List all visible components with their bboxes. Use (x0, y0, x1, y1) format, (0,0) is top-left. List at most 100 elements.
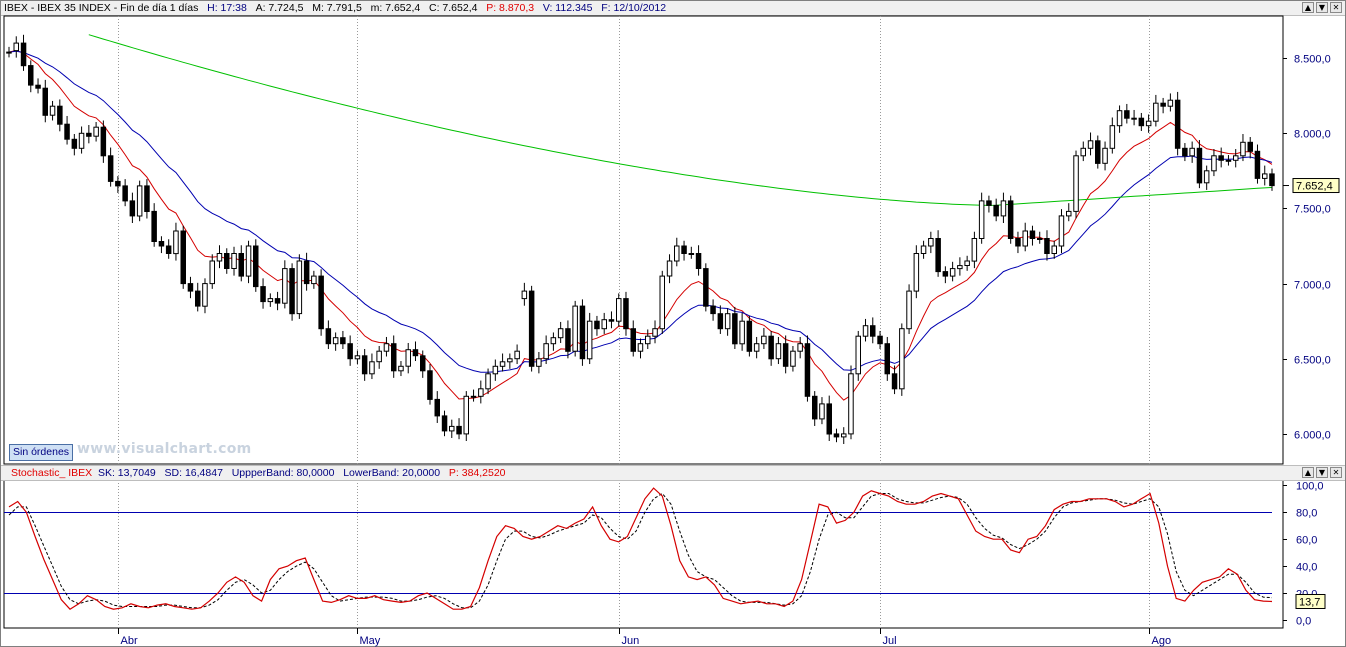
month-label: Jul (883, 635, 897, 647)
upper-band-label: UppperBand: 80,0000 (231, 467, 335, 479)
candle-body (71, 138, 78, 149)
indicator-scroll-up-button[interactable]: ▲ (1302, 467, 1314, 478)
candle-body (470, 395, 477, 398)
candle-body (282, 268, 288, 304)
candle-body (862, 325, 869, 337)
candle-body (485, 373, 491, 390)
candle (855, 330, 861, 381)
candle-body (456, 425, 462, 435)
candle (216, 245, 223, 269)
candle-body (666, 260, 673, 277)
candle-body (1203, 170, 1210, 184)
scroll-down-button[interactable]: ▼ (1316, 2, 1328, 13)
candle (136, 180, 143, 222)
candle (57, 99, 63, 132)
candle-body (826, 403, 832, 435)
candle (826, 395, 832, 441)
candle (1080, 141, 1086, 162)
candle-body (325, 328, 332, 345)
candle (93, 121, 99, 142)
candle-body (260, 286, 266, 303)
price-tick-label: 6.500,0 (1294, 355, 1331, 367)
candle-body (115, 180, 121, 187)
candle-body (1189, 147, 1195, 157)
candle-body (303, 260, 310, 285)
candle (877, 330, 883, 349)
candle (717, 305, 724, 334)
candle (260, 278, 266, 309)
candle (115, 176, 121, 193)
scroll-up-button[interactable]: ▲ (1302, 2, 1314, 13)
candle (964, 255, 970, 271)
candle (804, 335, 811, 402)
candle (645, 329, 651, 349)
price-header-bar: IBEX - IBEX 35 INDEX - Fin de día 1 días… (1, 1, 1345, 16)
candle (848, 365, 854, 440)
candle (129, 192, 136, 224)
candle (920, 240, 927, 259)
candle (282, 260, 288, 309)
indicator-close-button[interactable]: ✕ (1330, 467, 1342, 478)
candle-body (1124, 110, 1130, 119)
candle-body (1247, 141, 1253, 152)
candle (949, 261, 956, 282)
candle (870, 317, 876, 344)
candles (6, 34, 1275, 445)
candle (332, 332, 339, 351)
candle-body (35, 84, 41, 89)
candle (347, 335, 353, 366)
candle (812, 391, 818, 426)
low-label: m: 7.652,4 (370, 2, 421, 14)
stochastic-panel: 100,080,060,040,020,00,013,7 (4, 480, 1326, 628)
candle-body (398, 365, 404, 372)
candle (231, 246, 237, 276)
ma-mid-line (8, 50, 1273, 373)
candle-body (514, 350, 520, 360)
candle-body (637, 343, 644, 352)
candle (790, 345, 796, 372)
candle-body (1000, 200, 1007, 217)
candle (1174, 91, 1181, 156)
candle-body (1225, 159, 1232, 162)
candle-body (949, 268, 956, 277)
stoch-last-label: 13,7 (1299, 596, 1320, 608)
candle-body (739, 320, 745, 345)
candle (1247, 137, 1253, 159)
candle (398, 361, 404, 377)
candle (1138, 112, 1145, 132)
candle-body (565, 328, 571, 352)
candle (1116, 105, 1123, 133)
candle (158, 236, 165, 254)
candle-body (347, 343, 353, 360)
candle-body (761, 335, 767, 345)
candle-body (1153, 102, 1159, 122)
orders-status-button[interactable]: Sin órdenes (9, 444, 74, 461)
candle-body (463, 395, 469, 435)
candle-body (1080, 147, 1086, 157)
candle-body (78, 132, 85, 149)
candle (449, 419, 455, 438)
price-window-buttons: ▲ ▼ ✕ (1302, 2, 1342, 13)
candle (616, 293, 622, 327)
candle-body (630, 328, 636, 352)
candle (28, 60, 34, 93)
close-button[interactable]: ✕ (1330, 2, 1342, 13)
indicator-scroll-down-button[interactable]: ▼ (1316, 467, 1328, 478)
candle-body (1051, 245, 1057, 254)
candle (1029, 225, 1036, 246)
candle-body (928, 238, 934, 247)
candle-body (782, 343, 789, 367)
price-axis: 8.500,0 8.000,0 7.500,0 7.000,0 6.500,0 6.000… (1282, 16, 1340, 464)
candle-body (6, 51, 12, 54)
candle (1218, 147, 1224, 168)
candle (1254, 144, 1261, 184)
candle-body (993, 204, 999, 217)
candle-body (986, 200, 992, 206)
candle (739, 312, 745, 351)
last-price-label: 7.652,4 (1296, 181, 1333, 193)
indicator-header-info: Stochastic_ IBEX SK: 13,7049 SD: 16,4847… (11, 466, 506, 480)
candle (550, 332, 557, 351)
candle-body (790, 350, 796, 367)
candle (6, 46, 12, 58)
